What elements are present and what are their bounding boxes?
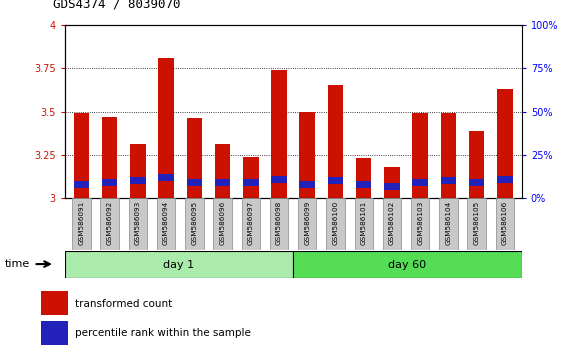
FancyBboxPatch shape xyxy=(293,251,522,278)
Bar xyxy=(215,144,231,198)
Bar xyxy=(42,291,68,315)
FancyBboxPatch shape xyxy=(100,198,119,250)
FancyBboxPatch shape xyxy=(467,198,486,250)
Bar xyxy=(102,117,117,198)
Text: time: time xyxy=(5,259,30,269)
Bar xyxy=(73,181,89,188)
Bar xyxy=(412,179,428,186)
Bar xyxy=(130,144,146,198)
Text: GSM586099: GSM586099 xyxy=(304,200,310,245)
Text: day 60: day 60 xyxy=(388,259,426,270)
Text: transformed count: transformed count xyxy=(75,299,173,309)
FancyBboxPatch shape xyxy=(411,198,429,250)
Text: GDS4374 / 8039070: GDS4374 / 8039070 xyxy=(53,0,181,11)
Bar xyxy=(243,179,259,186)
Bar xyxy=(300,112,315,198)
Bar xyxy=(497,89,513,198)
FancyBboxPatch shape xyxy=(213,198,232,250)
Text: day 1: day 1 xyxy=(163,259,194,270)
Bar xyxy=(130,177,146,184)
Bar xyxy=(215,179,231,186)
Text: GSM586095: GSM586095 xyxy=(191,200,197,245)
Bar xyxy=(328,177,343,184)
Text: GSM586091: GSM586091 xyxy=(79,200,85,245)
Text: GSM586104: GSM586104 xyxy=(445,200,452,245)
Bar xyxy=(187,119,202,198)
Text: GSM586103: GSM586103 xyxy=(417,200,423,245)
FancyBboxPatch shape xyxy=(157,198,175,250)
Text: GSM586097: GSM586097 xyxy=(248,200,254,245)
Text: GSM586101: GSM586101 xyxy=(361,200,367,245)
Text: GSM586096: GSM586096 xyxy=(219,200,226,245)
FancyBboxPatch shape xyxy=(128,198,147,250)
Bar xyxy=(384,167,399,198)
Bar xyxy=(243,156,259,198)
FancyBboxPatch shape xyxy=(383,198,401,250)
Text: GSM586106: GSM586106 xyxy=(502,200,508,245)
Text: GSM586098: GSM586098 xyxy=(276,200,282,245)
Bar xyxy=(300,181,315,188)
Bar xyxy=(469,131,484,198)
Bar xyxy=(158,58,174,198)
Bar xyxy=(328,86,343,198)
Bar xyxy=(272,70,287,198)
Bar xyxy=(356,181,371,188)
Bar xyxy=(158,174,174,181)
Text: percentile rank within the sample: percentile rank within the sample xyxy=(75,328,251,338)
FancyBboxPatch shape xyxy=(495,198,514,250)
FancyBboxPatch shape xyxy=(185,198,204,250)
Bar xyxy=(187,179,202,186)
FancyBboxPatch shape xyxy=(298,198,316,250)
FancyBboxPatch shape xyxy=(72,198,91,250)
Bar xyxy=(42,321,68,346)
Bar xyxy=(497,176,513,183)
FancyBboxPatch shape xyxy=(439,198,458,250)
Bar xyxy=(272,176,287,183)
Text: GSM586100: GSM586100 xyxy=(333,200,338,245)
FancyBboxPatch shape xyxy=(65,251,293,278)
Text: GSM586094: GSM586094 xyxy=(163,200,169,245)
Text: GSM586105: GSM586105 xyxy=(473,200,480,245)
FancyBboxPatch shape xyxy=(242,198,260,250)
Bar xyxy=(73,113,89,198)
Bar xyxy=(469,179,484,186)
FancyBboxPatch shape xyxy=(327,198,344,250)
FancyBboxPatch shape xyxy=(270,198,288,250)
Bar xyxy=(412,113,428,198)
Bar xyxy=(356,158,371,198)
Bar xyxy=(102,179,117,186)
Text: GSM586093: GSM586093 xyxy=(135,200,141,245)
Bar xyxy=(384,183,399,190)
FancyBboxPatch shape xyxy=(355,198,373,250)
Bar xyxy=(440,177,456,184)
Bar xyxy=(440,113,456,198)
Text: GSM586102: GSM586102 xyxy=(389,200,395,245)
Text: GSM586092: GSM586092 xyxy=(107,200,113,245)
